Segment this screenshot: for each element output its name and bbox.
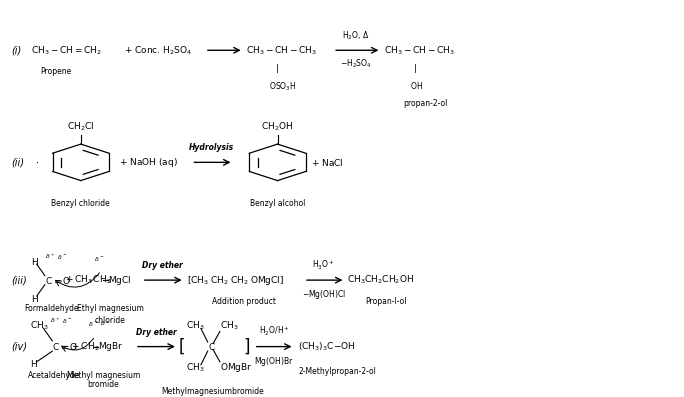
Text: propan-2-ol: propan-2-ol xyxy=(403,99,447,108)
Text: $\mathrm{CH_2Cl}$: $\mathrm{CH_2Cl}$ xyxy=(67,121,94,133)
Text: $\mathrm{H}$: $\mathrm{H}$ xyxy=(31,293,39,304)
Text: $\mathrm{CH_3-CH-CH_3}$: $\mathrm{CH_3-CH-CH_3}$ xyxy=(246,44,317,56)
Text: $\mathrm{CH_3}$: $\mathrm{CH_3}$ xyxy=(186,320,205,332)
Text: $\mathrm{Mg(OH)Br}$: $\mathrm{Mg(OH)Br}$ xyxy=(254,355,294,368)
Text: $\mathrm{CH_3-CH=CH_2}$: $\mathrm{CH_3-CH=CH_2}$ xyxy=(31,44,103,56)
Text: $\mathrm{OMgBr}$: $\mathrm{OMgBr}$ xyxy=(220,361,252,374)
Text: (iii): (iii) xyxy=(11,275,27,285)
Text: Acetaldehyde: Acetaldehyde xyxy=(27,370,80,380)
Text: Dry ether: Dry ether xyxy=(135,328,176,337)
Text: $\mathrm{C}$: $\mathrm{C}$ xyxy=(208,341,215,352)
Text: Propene: Propene xyxy=(40,67,71,76)
Text: $+$ NaOH (aq): $+$ NaOH (aq) xyxy=(120,156,179,169)
Text: $-\mathrm{H_2SO_4}$: $-\mathrm{H_2SO_4}$ xyxy=(340,57,371,70)
Text: $[\mathrm{CH_3\;CH_2\;CH_2\;OMgCl}]$: $[\mathrm{CH_3\;CH_2\;CH_2\;OMgCl}]$ xyxy=(187,274,285,287)
Text: $\mathrm{CH_3CH_2CH_2OH}$: $\mathrm{CH_3CH_2CH_2OH}$ xyxy=(347,274,415,286)
Text: Ethyl magnesium: Ethyl magnesium xyxy=(77,304,144,313)
Text: bromide: bromide xyxy=(88,380,119,389)
Text: $\mathrm{C{=}O}$: $\mathrm{C{=}O}$ xyxy=(52,341,78,352)
Text: 2-Methylpropan-2-ol: 2-Methylpropan-2-ol xyxy=(298,367,376,376)
Text: Methyl magnesium: Methyl magnesium xyxy=(66,370,140,380)
Text: $[$: $[$ xyxy=(178,337,185,357)
Text: $\cdot$: $\cdot$ xyxy=(36,158,39,167)
Text: $\mathrm{H}$: $\mathrm{H}$ xyxy=(31,256,39,267)
Text: Propan-l-ol: Propan-l-ol xyxy=(365,297,407,306)
Text: Benzyl alcohol: Benzyl alcohol xyxy=(250,199,305,208)
Text: $+\,\mathrm{CH_3\,CH_2}$: $+\,\mathrm{CH_3\,CH_2}$ xyxy=(65,274,111,286)
Text: $\delta^+$: $\delta^+$ xyxy=(100,319,110,328)
Text: chloride: chloride xyxy=(94,316,125,324)
Text: $\mathrm{H_2O/H^+}$: $\mathrm{H_2O/H^+}$ xyxy=(259,325,289,338)
Text: $\mathrm{MgBr}$: $\mathrm{MgBr}$ xyxy=(98,340,123,353)
Text: Methylmagnesiumbromide: Methylmagnesiumbromide xyxy=(161,387,265,396)
Text: (ii): (ii) xyxy=(11,157,24,168)
Text: $\mathrm{CH_3}$: $\mathrm{CH_3}$ xyxy=(186,361,205,374)
Text: $\mathrm{CH_3-CH-CH_3}$: $\mathrm{CH_3-CH-CH_3}$ xyxy=(384,44,456,56)
Text: $\mathrm{MgCl}$: $\mathrm{MgCl}$ xyxy=(108,274,131,287)
Text: (i): (i) xyxy=(11,45,21,55)
Text: $\mathrm{CH_3}$: $\mathrm{CH_3}$ xyxy=(220,320,239,332)
Text: $\mathrm{CH_2OH}$: $\mathrm{CH_2OH}$ xyxy=(261,121,293,133)
Text: $\mathrm{H_2O,\,\Delta}$: $\mathrm{H_2O,\,\Delta}$ xyxy=(342,30,369,42)
Text: $\mathrm{OSO_3H}$: $\mathrm{OSO_3H}$ xyxy=(269,80,297,93)
Text: $\delta^-$: $\delta^-$ xyxy=(88,320,98,328)
Text: Dry ether: Dry ether xyxy=(142,261,183,270)
Text: (iv): (iv) xyxy=(11,341,27,352)
Text: Benzyl chloride: Benzyl chloride xyxy=(51,199,110,208)
Text: $+$ NaCl: $+$ NaCl xyxy=(311,157,344,168)
Text: $\delta^+$: $\delta^+$ xyxy=(45,252,55,261)
Text: $\delta^-$: $\delta^-$ xyxy=(94,255,105,263)
Text: $\mathrm{OH}$: $\mathrm{OH}$ xyxy=(410,80,423,91)
Text: Formaldehyde: Formaldehyde xyxy=(25,304,79,313)
Text: $\delta^-$: $\delta^-$ xyxy=(57,252,67,260)
Text: $\delta^+$: $\delta^+$ xyxy=(50,316,60,325)
Text: $+\;\mathrm{CH_2}$: $+\;\mathrm{CH_2}$ xyxy=(70,340,99,353)
Text: $\mathrm{CH_3}$: $\mathrm{CH_3}$ xyxy=(30,320,49,332)
Text: $-\mathrm{Mg(OH)Cl}$: $-\mathrm{Mg(OH)Cl}$ xyxy=(302,288,346,301)
Text: $\delta^-$: $\delta^-$ xyxy=(62,317,72,325)
Text: $\mathrm{(CH_3)_3C{-}OH}$: $\mathrm{(CH_3)_3C{-}OH}$ xyxy=(298,340,356,353)
Text: $\mathrm{C{=}O}$: $\mathrm{C{=}O}$ xyxy=(45,275,70,285)
Text: Hydrolysis: Hydrolysis xyxy=(189,143,235,152)
Text: $|$: $|$ xyxy=(275,62,279,75)
Text: $\mathrm{H}$: $\mathrm{H}$ xyxy=(30,358,38,369)
Text: $|$: $|$ xyxy=(413,62,417,75)
Text: $]$: $]$ xyxy=(244,337,250,357)
Text: Addition product: Addition product xyxy=(211,297,276,306)
Text: $+$ Conc. $\mathrm{H_2SO_4}$: $+$ Conc. $\mathrm{H_2SO_4}$ xyxy=(124,44,192,56)
Text: $\mathrm{H_3O^+}$: $\mathrm{H_3O^+}$ xyxy=(313,258,335,272)
